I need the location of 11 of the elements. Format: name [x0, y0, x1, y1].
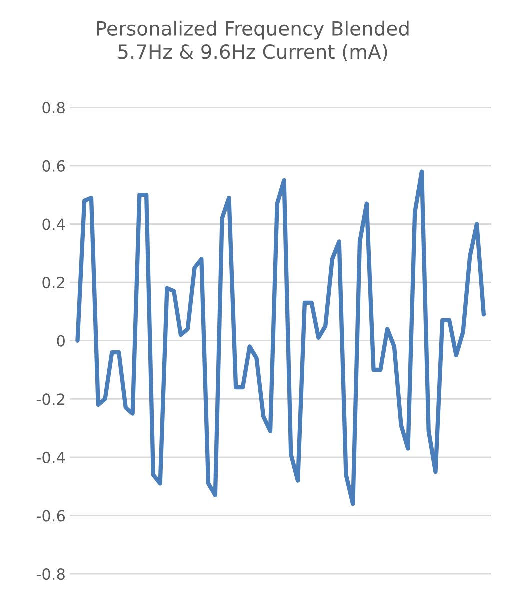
y-tick-label: -0.2 [36, 394, 64, 406]
y-tick-label: -0.8 [36, 568, 65, 580]
line-series [76, 170, 486, 506]
y-tick-label: 0.8 [42, 102, 65, 114]
y-tick-label: -0.4 [36, 452, 66, 464]
y-tick-label: -0.6 [36, 510, 66, 522]
chart-title: Personalized Frequency Blended 5.7Hz & 9.6Hz Current (mA) [97, 20, 409, 62]
y-tick-label: 0.2 [42, 277, 64, 289]
y-tick-label: 0 [57, 335, 65, 347]
y-tick-label: 0.6 [42, 160, 66, 172]
y-tick-label: 0.4 [42, 218, 66, 230]
